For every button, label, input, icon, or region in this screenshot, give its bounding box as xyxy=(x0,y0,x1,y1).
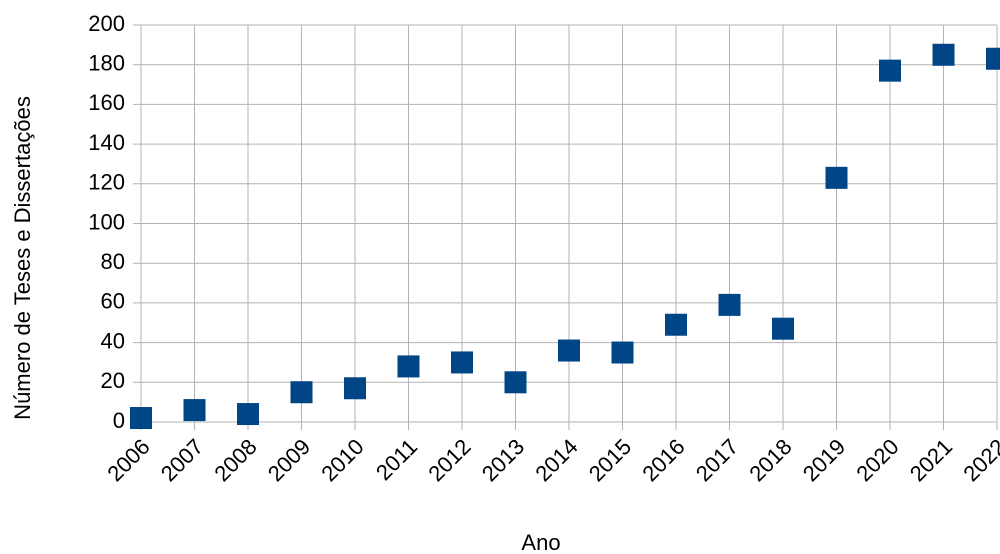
y-tick-label: 120 xyxy=(88,170,125,195)
marker xyxy=(451,351,473,374)
x-tick-label: 2008 xyxy=(209,434,261,486)
x-tick-label: 2019 xyxy=(798,434,850,486)
marker xyxy=(772,317,794,340)
marker xyxy=(986,47,1000,70)
x-tick-label: 2022 xyxy=(958,434,1000,486)
y-tick-label: 200 xyxy=(88,11,125,36)
y-tick-label: 60 xyxy=(101,289,125,314)
marker xyxy=(825,166,848,189)
marker xyxy=(611,341,634,364)
x-tick-label: 2018 xyxy=(744,434,796,486)
y-tick-label: 100 xyxy=(88,209,125,234)
marker xyxy=(932,43,955,66)
x-tick-label: 2009 xyxy=(263,434,315,486)
x-tick-label: 2010 xyxy=(316,434,368,486)
x-tick-label: 2013 xyxy=(477,434,529,486)
marker xyxy=(344,377,366,400)
y-tick-label: 180 xyxy=(88,51,125,76)
x-tick-label: 2014 xyxy=(530,434,582,486)
marker xyxy=(718,293,741,316)
x-tick-label: 2011 xyxy=(371,434,422,485)
marker xyxy=(397,355,420,378)
x-tick-label: 2007 xyxy=(156,434,208,486)
y-tick-label: 160 xyxy=(88,90,125,115)
y-tick-label: 40 xyxy=(101,328,125,353)
x-tick-label: 2015 xyxy=(584,434,636,486)
x-tick-label: 2017 xyxy=(691,434,743,486)
marker xyxy=(504,371,527,394)
y-axis-label: Número de Teses e Dissertações xyxy=(10,96,35,420)
marker xyxy=(879,59,901,82)
y-tick-label: 140 xyxy=(88,130,125,155)
x-tick-label: 2016 xyxy=(637,434,689,486)
marker xyxy=(130,407,152,430)
x-axis-label: Ano xyxy=(521,530,560,554)
marker xyxy=(183,399,206,422)
marker xyxy=(665,313,687,336)
marker xyxy=(290,381,313,404)
x-tick-label: 2006 xyxy=(102,434,154,486)
x-tick-label: 2021 xyxy=(905,434,957,486)
x-tick-label: 2012 xyxy=(423,434,475,486)
marker xyxy=(237,403,259,426)
marker xyxy=(558,339,580,362)
x-tick-label: 2020 xyxy=(851,434,903,486)
y-tick-label: 20 xyxy=(101,368,125,393)
y-tick-label: 0 xyxy=(113,408,125,433)
y-tick-label: 80 xyxy=(101,249,125,274)
